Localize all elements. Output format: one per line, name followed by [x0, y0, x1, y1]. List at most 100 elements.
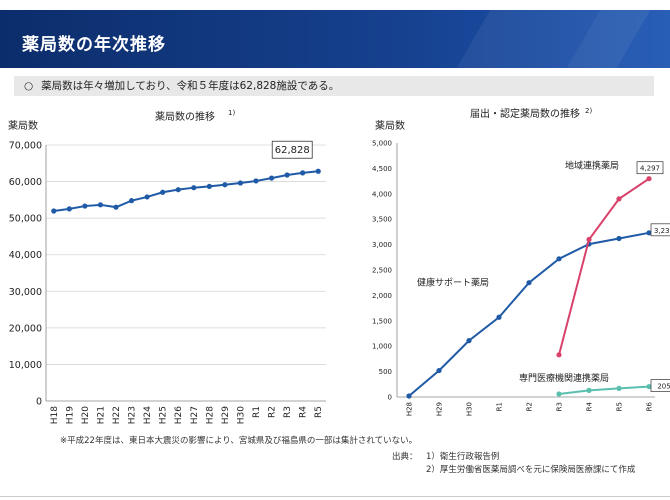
- data-point: [616, 385, 622, 391]
- data-point: [160, 189, 166, 195]
- x-tick-label: H20: [81, 406, 91, 424]
- series-line-pharmacy-count: [53, 170, 319, 212]
- x-tick-label: H28: [406, 402, 414, 416]
- x-tick-label: R3: [556, 402, 564, 411]
- data-point: [97, 202, 104, 208]
- y-tick-label: 500: [379, 368, 392, 376]
- callout-specialized-link: 205: [657, 383, 670, 391]
- x-tick-label: H26: [174, 406, 184, 424]
- data-point: [300, 170, 306, 176]
- certified-pharmacy-chart: 届出・認定薬局数の推移 2) 薬局数 5,000 4,500 4,000 3,500 3,00…: [372, 107, 670, 416]
- y-tick-label: 20,000: [9, 323, 42, 334]
- source-item-2: 2）厚生労働省医薬局調べを元に保険局医療課にて作成: [426, 465, 636, 475]
- x-tick-label: H30: [466, 402, 474, 416]
- data-point: [406, 393, 412, 399]
- top-band: [0, 0, 670, 10]
- chart-title-footnote-ref: 1): [228, 109, 235, 117]
- data-point: [646, 230, 652, 236]
- y-tick-label: 1,000: [372, 343, 392, 351]
- y-tick-label: 4,500: [372, 165, 392, 173]
- data-point: [144, 194, 150, 200]
- slide-header: 薬局数の年次推移: [0, 10, 670, 68]
- data-point: [616, 196, 622, 202]
- callout-health-support-box: [650, 223, 670, 237]
- series-label-health-support: 健康サポート薬局: [417, 277, 489, 289]
- callout-specialized-link-box: [650, 379, 670, 392]
- data-point: [556, 352, 562, 358]
- data-point: [175, 187, 181, 193]
- data-point: [128, 198, 135, 204]
- x-tick-label: R1: [496, 402, 504, 411]
- bullet-marker: ○: [24, 80, 34, 92]
- bottom-divider: [0, 496, 670, 497]
- summary-text: 薬局数は年々増加しており、令和５年度は62,828施設である。: [41, 80, 340, 92]
- chart-title: 届出・認定薬局数の推移: [470, 107, 580, 120]
- x-tick-label: H30: [236, 406, 246, 424]
- x-tick-label: H21: [96, 406, 106, 424]
- footnote: ※平成22年度は、東日本大震災の影響により、宮城県及び福島県の一部は集計されてい…: [60, 436, 418, 446]
- data-point: [284, 172, 290, 178]
- y-tick-label: 10,000: [9, 360, 42, 371]
- y-tick-label: 5,000: [372, 140, 392, 148]
- x-tick-label: H19: [65, 406, 75, 424]
- data-point: [253, 178, 259, 184]
- data-point: [191, 185, 197, 191]
- y-tick-label: 0: [36, 397, 42, 408]
- x-tick-label: R6: [646, 401, 654, 411]
- data-point: [496, 314, 502, 320]
- x-tick-label: R3: [283, 406, 293, 418]
- callout-box: [271, 140, 313, 159]
- x-tick-label: H23: [128, 406, 138, 424]
- data-point: [646, 176, 652, 182]
- x-tick-label: H22: [112, 406, 122, 424]
- data-point: [66, 206, 72, 212]
- source-label: 出典：: [392, 452, 418, 462]
- data-point: [586, 236, 592, 243]
- y-tick-label: 3,500: [372, 216, 392, 224]
- x-tick-label: H29: [436, 402, 444, 416]
- data-point: [113, 204, 119, 210]
- y-tick-label: 60,000: [9, 177, 42, 188]
- data-point: [222, 182, 228, 188]
- x-tick-label: R5: [314, 406, 324, 418]
- summary-box: ○ 薬局数は年々増加しており、令和５年度は62,828施設である。: [14, 76, 654, 96]
- data-point: [466, 338, 472, 344]
- x-tick-label: R1: [252, 406, 262, 418]
- chart-title: 薬局数の推移: [155, 110, 215, 123]
- source-item-1: 1）衛生行政報告例: [426, 452, 500, 462]
- data-point: [556, 391, 562, 397]
- x-tick-label: H29: [221, 406, 231, 424]
- x-tick-label: R4: [299, 406, 309, 418]
- callout-value: 62,828: [275, 145, 310, 156]
- x-tick-label: H24: [143, 406, 153, 424]
- series-label-regional-link: 地域連携薬局: [565, 159, 619, 171]
- data-point: [526, 280, 532, 286]
- data-point: [616, 235, 622, 242]
- y-axis-label: 薬局数: [375, 119, 405, 132]
- data-point: [82, 203, 88, 209]
- x-tick-label: R2: [268, 406, 278, 418]
- data-point: [268, 175, 275, 181]
- y-tick-label: 2,000: [372, 292, 392, 300]
- data-point: [51, 208, 57, 214]
- x-tick-label: H27: [190, 406, 200, 424]
- data-point: [206, 183, 212, 190]
- series-line-2: [558, 385, 650, 395]
- y-tick-label: 1,500: [372, 317, 392, 325]
- series-line-1: [558, 177, 650, 356]
- y-tick-label: 30,000: [9, 287, 42, 298]
- y-tick-label: 40,000: [9, 250, 42, 261]
- pharmacy-count-chart: 薬局数の推移 1) 薬局数 70,000 60,000 50,000 40,000 30,00…: [8, 109, 326, 424]
- y-axis-label: 薬局数: [8, 119, 38, 132]
- series-label-specialized-link: 専門医療機関連携薬局: [519, 372, 609, 384]
- x-tick-label: R4: [586, 401, 594, 411]
- source-notes: 出典： 1）衛生行政報告例 2）厚生労働省医薬局調べを元に保険局医療課にて作成: [392, 450, 635, 476]
- data-point: [646, 383, 652, 390]
- callout-regional-link: 4,297: [640, 165, 660, 173]
- y-tick-label: 70,000: [9, 141, 42, 152]
- data-point: [315, 168, 321, 174]
- y-tick-label: 2,500: [372, 267, 392, 275]
- data-point: [556, 256, 562, 262]
- y-tick-label: 4,000: [372, 190, 392, 198]
- x-tick-label: R5: [616, 402, 624, 411]
